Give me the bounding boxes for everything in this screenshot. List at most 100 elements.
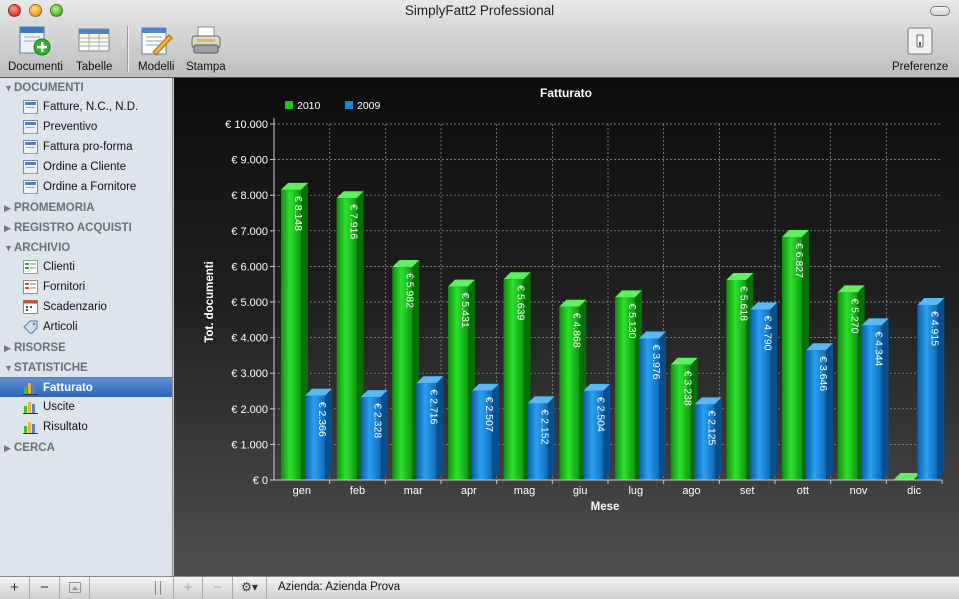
- bar-value-label: € 8.148: [292, 196, 304, 231]
- bar-top-2009: [861, 318, 889, 326]
- sidebar-item-fatture[interactable]: Fatture, N.C., N.D.: [0, 97, 172, 117]
- stampa-button[interactable]: Stampa: [186, 25, 226, 73]
- toolbar-separator: [127, 26, 128, 72]
- bar-top-2010: [893, 473, 921, 480]
- section-header-label: STATISTICHE: [14, 362, 88, 374]
- bar-value-label: € 4.915: [928, 311, 940, 346]
- bar-2009[interactable]: [917, 305, 938, 480]
- remove-button[interactable]: −: [30, 577, 60, 599]
- y-tick-label: € 8.000: [231, 190, 268, 202]
- sidebar-item-label: Preventivo: [43, 121, 98, 133]
- x-tick-label: mag: [514, 485, 535, 497]
- sidebar-item-proforma[interactable]: Fattura pro-forma: [0, 137, 172, 157]
- bar-2010[interactable]: [615, 297, 635, 480]
- modelli-button[interactable]: Modelli: [138, 25, 174, 73]
- bar-2010[interactable]: [281, 189, 301, 480]
- section-registro-acquisti[interactable]: ▶ REGISTRO ACQUISTI: [0, 218, 173, 238]
- bar-side-2009: [380, 390, 388, 480]
- bar-2010[interactable]: [782, 236, 802, 480]
- bar-top-2010: [615, 290, 642, 298]
- disclosure-open-icon: ▼: [4, 243, 13, 253]
- bar-value-label: € 7.916: [348, 204, 360, 239]
- add-row-button[interactable]: +: [173, 577, 203, 599]
- section-promemoria[interactable]: ▶ PROMEMORIA: [0, 198, 173, 218]
- bar-top-2009: [750, 302, 778, 310]
- section-risorse[interactable]: ▶ RISORSE: [0, 338, 173, 358]
- bar-top-2010: [336, 191, 364, 199]
- calendar-icon: [23, 300, 38, 314]
- documenti-label: Documenti: [8, 61, 63, 73]
- y-tick-label: € 2.000: [231, 404, 268, 416]
- bar-top-2009: [472, 383, 499, 391]
- sidebar-item-clienti[interactable]: Clienti: [0, 257, 172, 277]
- bar-2009[interactable]: [694, 404, 715, 480]
- sidebar-item-preventivo[interactable]: Preventivo: [0, 117, 172, 137]
- bar-2010[interactable]: [503, 279, 524, 480]
- section-archivio[interactable]: ▼ARCHIVIO: [0, 238, 173, 258]
- sidebar-item-ordine-fornitore[interactable]: Ordine a Fornitore: [0, 177, 172, 197]
- bar-2009[interactable]: [583, 390, 604, 480]
- sidebar-item-ordine-cliente[interactable]: Ordine a Cliente: [0, 157, 172, 177]
- section-statistiche[interactable]: ▼STATISTICHE: [0, 358, 173, 378]
- close-window-button[interactable]: [8, 4, 21, 17]
- bar-2009[interactable]: [305, 395, 325, 480]
- bar-2009[interactable]: [360, 397, 381, 480]
- bar-2010[interactable]: [448, 286, 468, 480]
- sidebar-item-articoli[interactable]: Articoli: [0, 317, 172, 337]
- bar-2009[interactable]: [639, 338, 659, 480]
- section-header-label: ARCHIVIO: [14, 242, 71, 254]
- bar-2010[interactable]: [336, 198, 357, 480]
- splitter-grip[interactable]: [155, 581, 161, 595]
- bar-2009[interactable]: [750, 309, 771, 480]
- bar-2009[interactable]: [861, 325, 882, 480]
- sidebar-item-label: Fatturato: [43, 382, 93, 394]
- section-cerca[interactable]: ▶ CERCA: [0, 438, 173, 458]
- sidebar-item-risultato[interactable]: Risultato: [0, 417, 172, 437]
- toolbar-toggle-button[interactable]: [930, 6, 950, 16]
- preferenze-button[interactable]: Preferenze: [892, 25, 948, 73]
- section-documenti[interactable]: ▼DOCUMENTI: [0, 78, 173, 98]
- bar-side-2009: [881, 318, 889, 480]
- x-tick-label: mar: [404, 485, 423, 497]
- x-tick-label: set: [740, 485, 755, 497]
- bar-2010[interactable]: [837, 292, 858, 480]
- bar-2009[interactable]: [472, 390, 492, 480]
- proforma-icon: [23, 140, 38, 154]
- x-tick-label: nov: [850, 485, 868, 497]
- zoom-window-button[interactable]: [50, 4, 63, 17]
- add-button[interactable]: +: [0, 577, 30, 599]
- disclosure-open-icon: ▼: [4, 83, 13, 93]
- x-axis-title: Mese: [591, 501, 620, 513]
- sidebar-action-button[interactable]: [60, 577, 90, 599]
- bar-2009[interactable]: [527, 403, 548, 480]
- bar-2010[interactable]: [559, 306, 580, 480]
- y-tick-label: € 0: [253, 475, 268, 487]
- order-icon: [23, 160, 38, 174]
- legend-label-2010: 2010: [297, 100, 321, 112]
- bottom-bar: + − + − ⚙▾ Azienda: Azienda Prova: [0, 576, 959, 599]
- bar-2010[interactable]: [726, 279, 747, 480]
- sidebar-item-uscite[interactable]: Uscite: [0, 397, 172, 417]
- bar-2009[interactable]: [806, 350, 826, 480]
- x-tick-label: feb: [350, 485, 365, 497]
- sidebar-item-fornitori[interactable]: Fornitori: [0, 277, 172, 297]
- sidebar-item-scadenzario[interactable]: Scadenzario: [0, 297, 172, 317]
- gear-menu-button[interactable]: ⚙▾: [233, 577, 267, 599]
- bar-2010[interactable]: [392, 267, 413, 480]
- disclosure-closed-icon: ▶: [4, 443, 11, 453]
- sidebar-item-label: Risultato: [43, 421, 88, 433]
- remove-row-button[interactable]: −: [203, 577, 233, 599]
- bar-top-2009: [305, 388, 332, 396]
- bar-2009[interactable]: [416, 383, 437, 480]
- bar-2010[interactable]: [670, 364, 691, 480]
- bar-top-2010: [559, 299, 587, 307]
- y-tick-label: € 7.000: [231, 226, 268, 238]
- minimize-window-button[interactable]: [29, 4, 42, 17]
- bar-value-label: € 4.868: [570, 313, 582, 348]
- chart-legend: 2010 2009: [285, 100, 381, 112]
- sidebar-item-fatturato[interactable]: Fatturato: [0, 377, 172, 397]
- bar-top-2009: [806, 343, 833, 351]
- tabelle-button[interactable]: Tabelle: [76, 25, 112, 73]
- documenti-button[interactable]: Documenti: [8, 25, 63, 73]
- disclosure-closed-icon: ▶: [4, 343, 11, 353]
